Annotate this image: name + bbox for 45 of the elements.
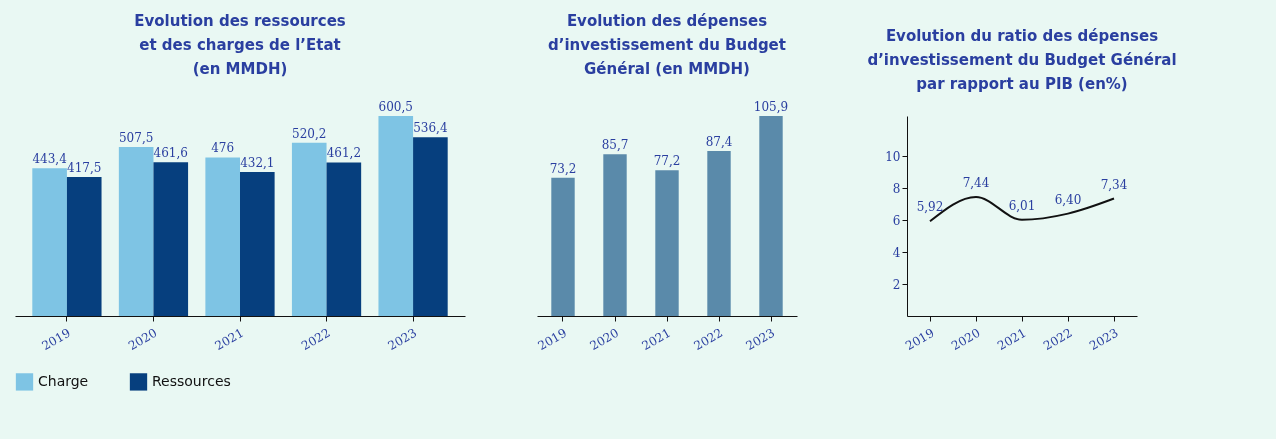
bar bbox=[603, 154, 627, 316]
bar bbox=[759, 116, 783, 316]
data-label: 6,40 bbox=[1054, 192, 1082, 207]
y-tick-label: 4 bbox=[892, 245, 901, 260]
data-label: 520,2 bbox=[292, 126, 327, 141]
chart-title: Evolution des dépenses d’investissement du Budget Général (en MMDH) bbox=[548, 12, 786, 78]
data-label: 461,2 bbox=[326, 146, 362, 161]
bar bbox=[707, 150, 731, 316]
chart-title: Evolution du ratio des dépenses d’investissement du Budget Général par rapport au PIB (en%) bbox=[867, 27, 1177, 93]
y-tick-label: 8 bbox=[892, 181, 901, 196]
bar bbox=[551, 177, 575, 316]
data-label: 6,01 bbox=[1008, 198, 1036, 213]
bar bbox=[413, 137, 448, 316]
chart-title: Evolution des ressources et des charges de l’Etat (en MMDH) bbox=[134, 12, 346, 78]
y-tick-label: 2 bbox=[892, 277, 901, 292]
data-label: 7,44 bbox=[962, 175, 990, 190]
y-tick-label: 6 bbox=[892, 213, 901, 228]
data-label: 105,9 bbox=[753, 100, 789, 114]
bar bbox=[655, 170, 679, 316]
data-label: 417,5 bbox=[67, 160, 102, 175]
data-label: 77,2 bbox=[653, 154, 681, 169]
y-tick-label: 10 bbox=[885, 149, 901, 164]
bar bbox=[66, 176, 102, 316]
data-label: 73,2 bbox=[549, 161, 577, 176]
data-label: 85,7 bbox=[601, 138, 629, 153]
data-label: 7,34 bbox=[1100, 177, 1128, 192]
data-label: 432,1 bbox=[240, 156, 275, 171]
bar bbox=[118, 146, 154, 316]
bar bbox=[291, 142, 327, 316]
data-label: 476 bbox=[211, 141, 235, 156]
data-label: 5,92 bbox=[916, 200, 944, 215]
bar bbox=[240, 172, 275, 316]
bar bbox=[205, 157, 240, 316]
bar bbox=[32, 168, 67, 316]
legend-label: Charge bbox=[38, 372, 89, 389]
data-label: 536,4 bbox=[413, 121, 448, 136]
data-label: 443,4 bbox=[32, 152, 68, 167]
bar bbox=[326, 162, 362, 316]
bar bbox=[378, 116, 414, 316]
data-label: 87,4 bbox=[705, 134, 733, 149]
data-label: 461,6 bbox=[153, 146, 188, 161]
data-label: 507,5 bbox=[118, 130, 154, 145]
legend-label: Ressources bbox=[152, 372, 231, 389]
bar bbox=[153, 162, 189, 316]
data-label: 600,5 bbox=[378, 100, 413, 114]
